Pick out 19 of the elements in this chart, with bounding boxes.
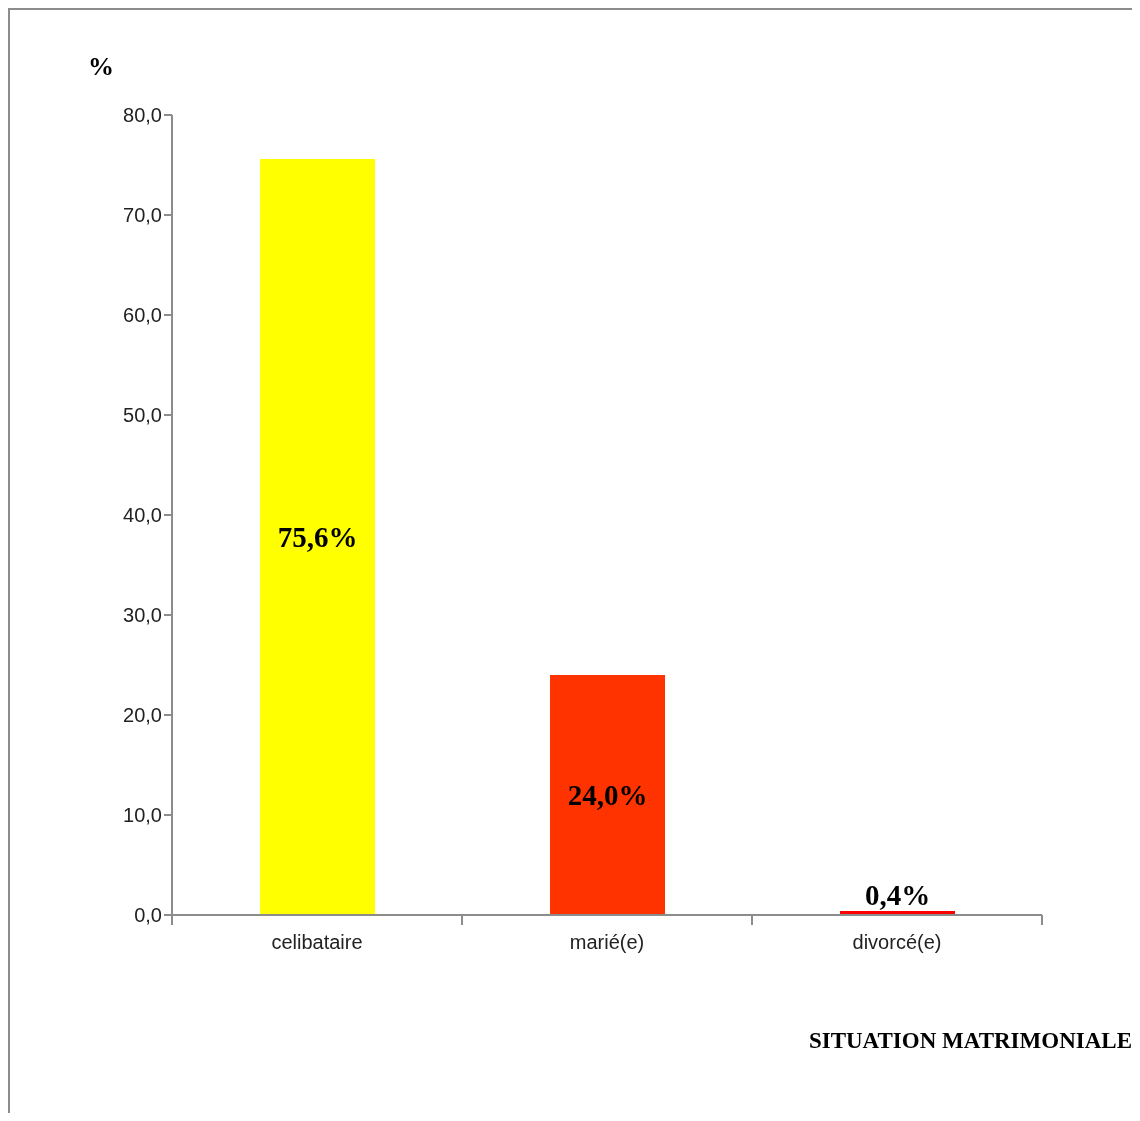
y-tick-label: 10,0 (123, 804, 162, 827)
bar (550, 675, 665, 915)
y-tick-label: 40,0 (123, 504, 162, 527)
y-tick-label: 30,0 (123, 604, 162, 627)
x-tick-label: celibataire (271, 931, 363, 953)
y-axis-title: % (88, 52, 114, 82)
data-label: 0,4% (864, 879, 931, 911)
y-tick-label: 60,0 (123, 304, 162, 327)
bar (260, 159, 375, 915)
y-tick-label: 20,0 (123, 704, 162, 727)
data-label: 75,6% (277, 521, 358, 553)
x-axis-title: SITUATION MATRIMONIALE (808, 1028, 1132, 1054)
y-tick-label: 80,0 (123, 104, 162, 127)
y-tick-label: 50,0 (123, 404, 162, 427)
y-tick-label: 70,0 (123, 204, 162, 227)
data-label: 24,0% (567, 779, 648, 811)
y-tick-label: 0,0 (134, 904, 162, 927)
x-tick-label: marié(e) (569, 931, 645, 953)
x-tick-label: divorcé(e) (852, 931, 942, 953)
